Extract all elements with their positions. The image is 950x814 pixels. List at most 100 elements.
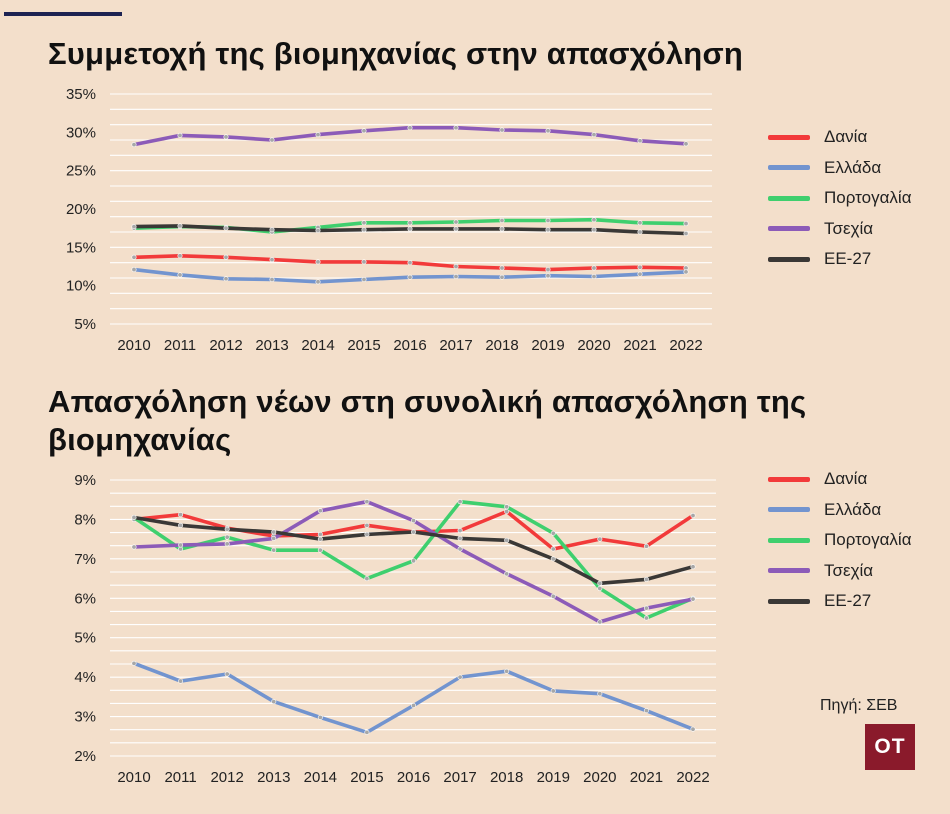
x-tick-label: 2018 (485, 337, 518, 354)
y-tick-label: 9% (74, 472, 96, 489)
data-point (131, 142, 137, 148)
data-point (131, 267, 137, 273)
data-point (550, 556, 556, 562)
data-point (407, 260, 413, 266)
y-tick-label: 25% (66, 163, 96, 180)
series-1 (131, 267, 689, 285)
legend-item: ΕΕ-27 (768, 244, 912, 275)
x-tick-label: 2015 (350, 769, 383, 786)
data-point (271, 699, 277, 705)
data-point (269, 277, 275, 283)
y-tick-label: 15% (66, 239, 96, 256)
data-point (410, 703, 416, 709)
legend-label: Δανία (824, 469, 868, 489)
data-point (407, 125, 413, 131)
legend-swatch (768, 195, 810, 201)
x-tick-label: 2019 (531, 337, 564, 354)
y-tick-label: 35% (66, 86, 96, 103)
series-line (132, 661, 695, 735)
data-point (457, 535, 463, 541)
legend-label: Δανία (824, 127, 868, 147)
legend-item: Ελλάδα (768, 495, 912, 526)
data-point (545, 227, 551, 233)
data-point (178, 678, 184, 684)
data-point (637, 220, 643, 226)
data-point (407, 220, 413, 226)
data-point (637, 264, 643, 270)
data-point (504, 509, 510, 515)
legend-swatch (768, 134, 810, 140)
data-point (637, 271, 643, 277)
legend-label: Τσεχία (824, 218, 874, 238)
data-point (545, 273, 551, 279)
x-tick-label: 2018 (490, 769, 523, 786)
legend-swatch (768, 568, 810, 574)
data-point (178, 512, 184, 518)
series-1 (131, 660, 696, 735)
top-accent-rule (4, 12, 122, 16)
x-tick-label: 2014 (304, 769, 337, 786)
legend-item: Ελλάδα (768, 153, 912, 184)
x-tick-label: 2020 (577, 337, 610, 354)
data-point (643, 576, 649, 582)
x-tick-label: 2013 (255, 337, 288, 354)
legend-label: Ελλάδα (824, 499, 882, 519)
data-point (550, 546, 556, 552)
data-point (597, 691, 603, 697)
data-point (364, 531, 370, 537)
data-point (504, 504, 510, 510)
legend-item: Τσεχία (768, 214, 912, 245)
data-point (597, 619, 603, 625)
x-tick-label: 2013 (257, 769, 290, 786)
data-point (453, 219, 459, 225)
x-tick-label: 2016 (397, 769, 430, 786)
data-point (177, 223, 183, 229)
data-point (364, 522, 370, 528)
x-tick-label: 2019 (537, 769, 570, 786)
data-point (504, 668, 510, 674)
data-point (361, 259, 367, 265)
legend-item: Πορτογαλία (768, 525, 912, 556)
legend-label: ΕΕ-27 (824, 591, 872, 611)
y-tick-label: 8% (74, 511, 96, 528)
legend-item: ΕΕ-27 (768, 586, 912, 617)
data-point (457, 499, 463, 505)
data-point (597, 580, 603, 586)
x-tick-label: 2011 (164, 769, 196, 786)
legend-label: ΕΕ-27 (824, 249, 872, 269)
data-point (361, 128, 367, 134)
data-point (131, 544, 137, 550)
data-point (550, 530, 556, 536)
series-3 (131, 125, 689, 148)
y-tick-label: 7% (74, 551, 96, 568)
series-line (132, 125, 688, 147)
x-tick-label: 2014 (301, 337, 334, 354)
series-2 (131, 499, 696, 621)
data-point (453, 125, 459, 131)
x-tick-label: 2021 (623, 337, 656, 354)
legend-swatch (768, 476, 810, 482)
data-point (545, 128, 551, 134)
chart-2-title: Απασχόληση νέων στη συνολική απασχόληση … (48, 384, 807, 457)
x-tick-label: 2012 (209, 337, 242, 354)
data-point (224, 534, 230, 540)
data-point (364, 576, 370, 582)
x-tick-label: 2022 (669, 337, 702, 354)
data-point (315, 132, 321, 138)
data-point (131, 660, 137, 666)
chart-1-title: Συμμετοχή της βιομηχανίας στην απασχόλησ… (48, 36, 743, 71)
data-point (690, 596, 696, 602)
data-point (224, 671, 230, 677)
data-point (643, 605, 649, 611)
data-point (317, 531, 323, 537)
data-point (457, 527, 463, 533)
data-point (223, 225, 229, 231)
data-point (597, 585, 603, 591)
data-point (453, 273, 459, 279)
data-point (317, 547, 323, 553)
data-point (131, 514, 137, 520)
data-point (499, 127, 505, 133)
data-point (690, 564, 696, 570)
employment-share-chart: 5% 10% 15% 20% 25% 30% 35% 2010 2011 2012 2013 2014… (66, 86, 712, 354)
data-point (683, 221, 689, 227)
